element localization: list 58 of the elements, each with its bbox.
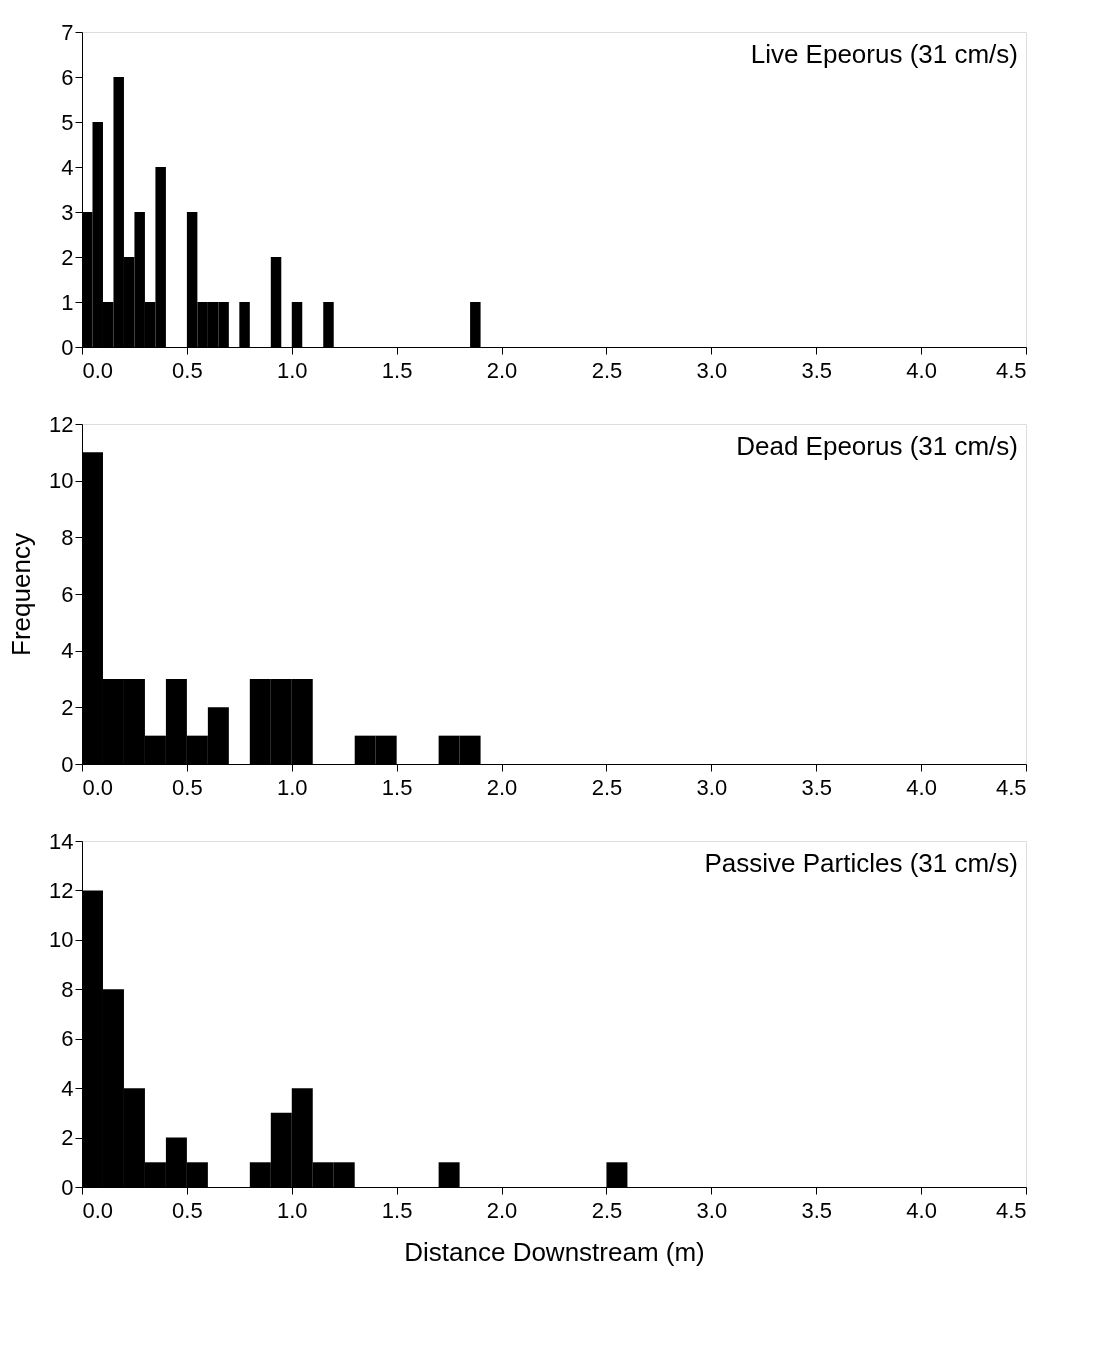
x-tick-label: 3.0 bbox=[696, 357, 728, 383]
annotation: Dead Epeorus (31 cm/s) bbox=[736, 431, 1018, 461]
x-tick-label: 1.5 bbox=[381, 774, 413, 800]
y-axis-title: Frequency bbox=[6, 533, 37, 656]
x-tick-label: 3.0 bbox=[696, 774, 728, 800]
y-tick-label: 0 bbox=[61, 1174, 74, 1200]
x-tick-label: 1.0 bbox=[276, 357, 308, 383]
x-tick-label: 4.0 bbox=[906, 1197, 937, 1223]
y-tick-label: 4 bbox=[61, 638, 74, 664]
y-tick-label: 4 bbox=[61, 1075, 74, 1101]
x-tick-label: 2.0 bbox=[486, 1197, 518, 1223]
annotation: Passive Particles (31 cm/s) bbox=[704, 848, 1018, 878]
x-tick-label: 0.0 bbox=[82, 1197, 114, 1223]
y-tick-label: 4 bbox=[61, 154, 74, 180]
y-tick-label: 6 bbox=[61, 581, 74, 607]
y-tick-label: 2 bbox=[61, 244, 74, 270]
x-tick-label: 2.5 bbox=[591, 1197, 623, 1223]
x-tick-label: 1.5 bbox=[381, 357, 413, 383]
y-tick-label: 3 bbox=[61, 199, 74, 225]
y-tick-label: 5 bbox=[61, 109, 74, 135]
x-tick-label: 0.5 bbox=[172, 1197, 203, 1223]
x-tick-label: 0.0 bbox=[82, 774, 114, 800]
y-tick-label: 0 bbox=[61, 334, 74, 360]
y-tick-label: 6 bbox=[61, 64, 74, 90]
x-tick-label: 1.0 bbox=[276, 1197, 308, 1223]
y-tick-label: 7 bbox=[61, 19, 74, 45]
x-tick-label: 2.0 bbox=[486, 357, 518, 383]
y-tick-label: 10 bbox=[49, 927, 74, 953]
x-tick-label: 4.5 bbox=[995, 774, 1027, 800]
x-tick-label: 3.5 bbox=[801, 357, 833, 383]
y-tick-label: 0 bbox=[61, 751, 74, 777]
x-tick-label: 0.5 bbox=[172, 774, 203, 800]
annotation: Live Epeorus (31 cm/s) bbox=[750, 39, 1018, 69]
x-tick-label: 0.5 bbox=[172, 357, 203, 383]
y-tick-label: 8 bbox=[61, 524, 74, 550]
y-tick-label: 12 bbox=[49, 411, 74, 437]
y-tick-label: 2 bbox=[61, 694, 74, 720]
x-tick-label: 4.0 bbox=[906, 774, 937, 800]
x-tick-label: 2.0 bbox=[486, 774, 518, 800]
x-tick-label: 3.0 bbox=[696, 1197, 728, 1223]
x-tick-label: 3.5 bbox=[801, 1197, 833, 1223]
x-tick-label: 4.5 bbox=[995, 1197, 1027, 1223]
x-tick-label: 3.5 bbox=[801, 774, 833, 800]
x-tick-label: 1.0 bbox=[276, 774, 308, 800]
x-axis-title: Distance Downstream (m) bbox=[404, 1236, 705, 1267]
x-tick-label: 0.0 bbox=[82, 357, 114, 383]
x-tick-label: 2.5 bbox=[591, 774, 623, 800]
y-tick-label: 8 bbox=[61, 976, 74, 1002]
x-tick-label: 4.0 bbox=[906, 357, 937, 383]
y-tick-label: 14 bbox=[49, 828, 74, 854]
x-tick-label: 1.5 bbox=[381, 1197, 413, 1223]
y-tick-label: 12 bbox=[49, 877, 74, 903]
x-tick-label: 4.5 bbox=[995, 357, 1027, 383]
x-tick-label: 2.5 bbox=[591, 357, 623, 383]
y-tick-label: 2 bbox=[61, 1125, 74, 1151]
y-tick-label: 6 bbox=[61, 1026, 74, 1052]
y-tick-label: 1 bbox=[61, 289, 74, 315]
y-tick-label: 10 bbox=[49, 468, 74, 494]
